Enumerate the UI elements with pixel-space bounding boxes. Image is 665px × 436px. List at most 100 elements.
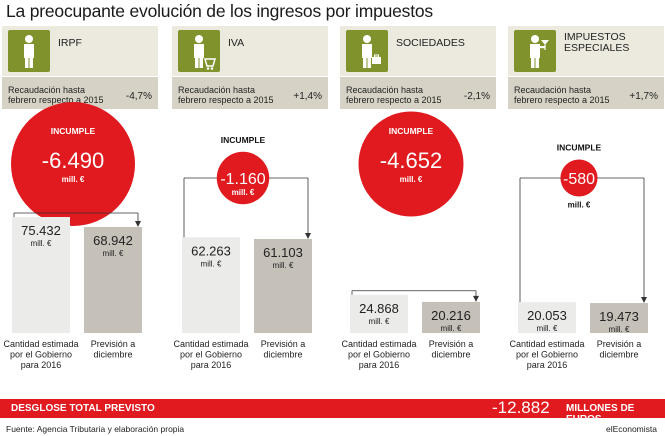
- subheader-line: febrero respecto a 2015: [346, 95, 442, 105]
- tax-name: IVA: [228, 37, 245, 49]
- forecast-unit: mill. €: [273, 261, 294, 270]
- bracket-arrow: [473, 295, 479, 302]
- tax-header: IMPUESTOS ESPECIALES: [508, 26, 664, 76]
- subheader-line: febrero respecto a 2015: [8, 95, 104, 105]
- tax-name: SOCIEDADES: [396, 37, 465, 49]
- icon-leg: [535, 57, 539, 68]
- estimated-bar: [350, 294, 408, 333]
- tax-panel: IVA Recaudación hasta febrero respecto a 2…: [170, 26, 332, 406]
- forecast-unit: mill. €: [609, 325, 630, 334]
- estimated-bar: [518, 302, 576, 333]
- estimated-value: 75.432: [21, 223, 61, 238]
- shopping-cart-person-icon: [178, 30, 220, 72]
- icon-graphic: [362, 35, 381, 68]
- category-label: Cantidad estimada: [173, 339, 248, 349]
- category-label: diciembre: [93, 350, 132, 360]
- forecast-value: 20.216: [431, 308, 471, 323]
- estimated-unit: mill. €: [31, 239, 52, 248]
- tax-subheader: Recaudación hasta febrero respecto a 2015…: [172, 77, 328, 109]
- tax-header: SOCIEDADES: [340, 26, 496, 76]
- tax-header: IVA: [172, 26, 328, 76]
- footer-unit: MILLONES DE EUROS: [566, 403, 635, 425]
- tax-panel: IMPUESTOS ESPECIALES Recaudación hasta febr…: [506, 26, 665, 406]
- subheader-text: Recaudación hasta febrero respecto a 2015: [178, 85, 274, 105]
- arm-shape: [539, 46, 545, 49]
- category-label: Previsión a: [597, 339, 642, 349]
- category-label: Cantidad estimada: [341, 339, 416, 349]
- category-label: por el Gobierno: [10, 350, 72, 360]
- forecast-bar: [590, 303, 648, 333]
- footer-label: DESGLOSE TOTAL PREVISTO: [11, 403, 155, 414]
- deviation-bracket: [519, 177, 645, 303]
- footer-bar: [0, 399, 665, 418]
- tax-header: IRPF: [2, 26, 158, 76]
- category-label: diciembre: [599, 350, 638, 360]
- subheader-line: febrero respecto a 2015: [514, 95, 610, 105]
- forecast-value: 19.473: [599, 309, 639, 324]
- deviation-circle: [11, 102, 135, 226]
- icon-leg: [363, 57, 367, 68]
- estimated-unit: mill. €: [537, 324, 558, 333]
- tax-panel: SOCIEDADES Recaudación hasta febrero respe…: [338, 26, 500, 406]
- tax-name-line: ESPECIALES: [564, 42, 630, 54]
- briefcase-handle: [374, 54, 379, 58]
- deviation-value: -4.652: [380, 148, 442, 173]
- icon-leg: [199, 57, 203, 68]
- icon-graphic: [24, 35, 34, 68]
- deviation-unit: mill. €: [232, 188, 255, 197]
- deviation-circle: [216, 151, 270, 205]
- deviation-value: -1.160: [220, 171, 265, 188]
- deviation-unit: mill. €: [62, 175, 85, 184]
- icon-leg: [29, 57, 33, 68]
- icon-head: [363, 35, 371, 43]
- cart-wheel: [206, 67, 210, 70]
- icon-body: [530, 44, 540, 58]
- briefcase-shape: [372, 57, 381, 64]
- deviation-label: INCUMPLE: [389, 126, 434, 136]
- deviation-label: INCUMPLE: [51, 126, 96, 136]
- tax-subheader: Recaudación hasta febrero respecto a 2015…: [2, 77, 158, 109]
- change-percent: -4,7%: [125, 91, 152, 102]
- estimated-value: 62.263: [191, 243, 231, 258]
- bracket-arrow: [641, 297, 647, 304]
- icon-graphic: [194, 35, 216, 70]
- tax-subheader: Recaudación hasta febrero respecto a 2015…: [508, 77, 664, 109]
- category-label: por el Gobierno: [516, 350, 578, 360]
- icon-head: [531, 35, 539, 43]
- category-label: diciembre: [431, 350, 470, 360]
- deviation-unit: mill. €: [400, 175, 423, 184]
- page-title: La preocupante evolución de los ingresos…: [6, 1, 433, 21]
- deviation-circle: [560, 159, 598, 197]
- bracket-arrow: [305, 233, 311, 240]
- forecast-bar: [84, 226, 142, 333]
- estimated-unit: mill. €: [201, 259, 222, 268]
- subheader-text: Recaudación hasta febrero respecto a 2015: [8, 85, 104, 105]
- cocktail-person-icon: [514, 30, 556, 72]
- estimated-value: 24.868: [359, 301, 399, 316]
- forecast-value: 61.103: [263, 245, 303, 260]
- change-percent: +1,7%: [629, 91, 658, 102]
- icon-head: [25, 35, 33, 43]
- category-label: para 2016: [21, 360, 62, 370]
- estimated-value: 20.053: [527, 308, 567, 323]
- icon-graphic: [530, 35, 549, 68]
- forecast-unit: mill. €: [103, 249, 124, 258]
- icon-head: [195, 35, 203, 43]
- category-label: Cantidad estimada: [3, 339, 78, 349]
- subheader-line: febrero respecto a 2015: [178, 95, 274, 105]
- briefcase-person-icon: [346, 30, 388, 72]
- cart-shape: [204, 58, 216, 67]
- estimated-bar: [12, 217, 70, 333]
- category-label: Previsión a: [91, 339, 136, 349]
- deviation-label: INCUMPLE: [221, 135, 266, 145]
- cart-wheel: [210, 67, 214, 70]
- forecast-value: 68.942: [93, 233, 133, 248]
- subheader-line: Recaudación hasta: [514, 85, 592, 95]
- icon-body: [194, 44, 204, 58]
- subheader-text: Recaudación hasta febrero respecto a 2015: [514, 85, 610, 105]
- person-icon: [8, 30, 50, 72]
- category-label: para 2016: [527, 360, 568, 370]
- bracket-arrow: [135, 220, 141, 227]
